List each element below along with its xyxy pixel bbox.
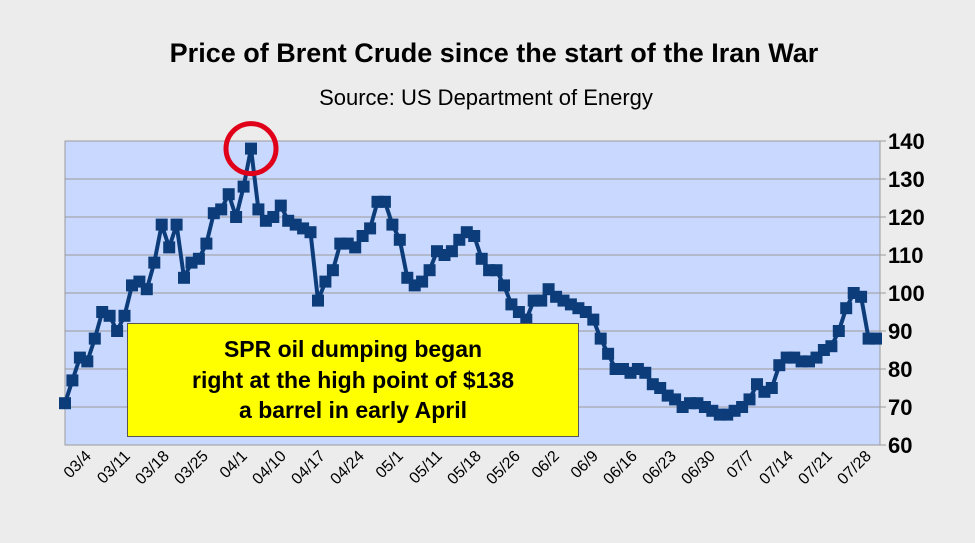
data-point xyxy=(490,264,503,277)
data-point xyxy=(468,230,481,242)
data-point xyxy=(498,279,510,292)
x-tick-label: 04/24 xyxy=(327,448,367,488)
data-point xyxy=(364,222,377,235)
annotation-callout: SPR oil dumping began right at the high … xyxy=(127,323,579,437)
data-point xyxy=(475,252,488,265)
data-point xyxy=(870,332,882,345)
y-tick-label: 110 xyxy=(888,243,924,268)
data-point xyxy=(587,313,600,326)
series-markers xyxy=(59,142,882,421)
x-tick-label: 07/7 xyxy=(724,448,758,482)
data-point xyxy=(326,264,339,277)
x-tick-label: 03/4 xyxy=(61,448,95,482)
x-tick-label: 05/18 xyxy=(444,448,484,488)
data-point xyxy=(148,256,161,269)
highlight-circle xyxy=(223,121,279,177)
data-point xyxy=(602,347,615,360)
data-point xyxy=(825,340,838,353)
data-point xyxy=(237,180,250,193)
data-point xyxy=(81,355,94,368)
data-point xyxy=(267,211,280,223)
data-point xyxy=(215,203,228,216)
data-point xyxy=(178,271,190,284)
data-point xyxy=(118,309,131,322)
data-point xyxy=(349,241,362,254)
x-tick-label: 07/28 xyxy=(834,448,874,488)
y-axis-ticks: 60 70 80 90 100 110 120 130 140 xyxy=(888,129,925,458)
data-point xyxy=(230,211,243,223)
data-point xyxy=(594,332,607,345)
x-tick-label: 06/30 xyxy=(678,448,718,488)
data-point xyxy=(88,332,101,345)
x-tick-label: 07/21 xyxy=(795,448,835,488)
data-point xyxy=(163,241,176,254)
y-tick-label: 90 xyxy=(888,319,912,344)
data-point xyxy=(274,199,287,212)
x-tick-label: 04/17 xyxy=(288,448,328,488)
data-point xyxy=(59,397,71,410)
y-tick-label: 80 xyxy=(888,357,912,382)
data-point xyxy=(140,283,153,296)
data-point xyxy=(832,325,845,337)
y-tick-label: 120 xyxy=(888,205,925,230)
x-tick-label: 06/2 xyxy=(529,448,563,482)
data-point xyxy=(192,252,205,265)
y-tick-label: 60 xyxy=(888,433,912,458)
y-tick-label: 70 xyxy=(888,395,912,420)
y-tick-label: 100 xyxy=(888,281,925,306)
x-tick-label: 05/11 xyxy=(406,448,446,488)
data-point xyxy=(319,275,332,288)
data-point xyxy=(66,374,79,387)
data-point xyxy=(639,366,652,379)
annotation-text: SPR oil dumping began right at the high … xyxy=(192,336,514,424)
data-point xyxy=(855,290,868,303)
data-point xyxy=(170,218,183,231)
data-point xyxy=(386,218,399,231)
x-tick-label: 07/14 xyxy=(756,448,796,488)
data-point xyxy=(423,264,436,277)
chart-subtitle: Source: US Department of Energy xyxy=(319,85,653,110)
data-point xyxy=(520,313,533,326)
x-tick-label: 06/9 xyxy=(568,448,602,482)
data-point xyxy=(445,245,458,258)
x-tick-label: 03/18 xyxy=(132,448,172,488)
data-point xyxy=(743,393,756,406)
x-tick-label: 05/1 xyxy=(373,448,407,482)
x-tick-label: 03/11 xyxy=(94,448,134,488)
data-point xyxy=(222,188,235,201)
data-point xyxy=(111,325,124,337)
y-tick-label: 140 xyxy=(888,129,925,154)
data-point xyxy=(535,294,548,307)
data-point xyxy=(252,203,265,216)
data-point xyxy=(200,237,213,250)
data-point xyxy=(304,226,317,239)
chart-title: Price of Brent Crude since the start of … xyxy=(169,38,819,68)
data-point xyxy=(840,302,853,315)
x-tick-label: 06/16 xyxy=(600,448,640,488)
data-point xyxy=(245,142,257,155)
x-tick-label: 03/25 xyxy=(171,448,211,488)
data-point xyxy=(378,195,391,208)
x-tick-label: 06/23 xyxy=(639,448,679,488)
data-point xyxy=(416,275,429,288)
data-point xyxy=(103,309,116,322)
x-tick-label: 04/10 xyxy=(249,448,289,488)
data-point xyxy=(312,294,324,307)
data-point xyxy=(155,218,168,231)
data-point xyxy=(393,233,406,246)
y-tick-label: 130 xyxy=(888,167,925,192)
x-tick-label: 04/1 xyxy=(217,448,251,482)
data-point xyxy=(765,382,778,394)
x-tick-label: 05/26 xyxy=(483,448,523,488)
